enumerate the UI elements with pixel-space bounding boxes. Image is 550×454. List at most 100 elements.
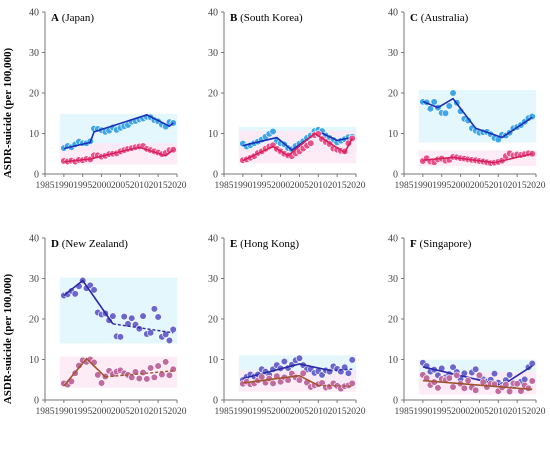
trend-line xyxy=(242,132,353,162)
data-point xyxy=(154,362,162,370)
x-tick-label: 2005 xyxy=(470,181,489,191)
x-tick-label: 1985 xyxy=(36,407,55,417)
data-point xyxy=(426,105,435,113)
y-tick-label: 40 xyxy=(29,234,39,245)
panel-title: B (South Korea) xyxy=(230,12,303,24)
data-point xyxy=(269,379,277,387)
data-point xyxy=(120,312,128,321)
trend-line xyxy=(422,379,533,391)
data-point xyxy=(528,359,536,368)
y-tick-label: 10 xyxy=(29,129,39,140)
y-tick-label: 40 xyxy=(208,8,218,19)
x-tick-label: 1985 xyxy=(36,181,55,191)
x-tick-label: 2005 xyxy=(470,407,489,417)
y-tick-label: 40 xyxy=(208,234,218,245)
data-point xyxy=(449,89,457,97)
panel-letter: D xyxy=(51,238,59,250)
data-point xyxy=(348,379,356,387)
data-point xyxy=(97,379,106,387)
x-tick-label: 2000 xyxy=(451,407,470,417)
y-tick-label: 40 xyxy=(29,8,39,19)
data-point xyxy=(464,376,472,385)
y-tick-label: 30 xyxy=(29,274,39,285)
y-tick-label: 0 xyxy=(213,170,218,181)
data-point xyxy=(165,336,174,345)
x-tick-label: 1995 xyxy=(73,181,92,191)
data-point xyxy=(150,305,158,313)
y-tick-label: 20 xyxy=(208,315,218,326)
y-tick-label: 10 xyxy=(388,355,398,366)
data-point xyxy=(299,369,307,377)
panel-country: (Australia) xyxy=(418,12,469,24)
data-point xyxy=(295,354,304,362)
y-tick-label: 30 xyxy=(388,48,398,59)
x-tick-label: 2020 xyxy=(527,407,546,417)
panel-letter: B xyxy=(230,12,238,24)
x-tick-label: 1985 xyxy=(215,181,234,191)
y-axis-title-bottom-text: ASDR-suicide (per 100,000) xyxy=(2,273,14,405)
data-point xyxy=(258,373,266,381)
data-point xyxy=(434,384,442,392)
data-point xyxy=(445,374,453,382)
data-point xyxy=(162,358,170,366)
data-point xyxy=(147,329,155,337)
x-tick-label: 1990 xyxy=(54,181,73,191)
x-tick-label: 2005 xyxy=(111,407,130,417)
panel-country: (New Zealand) xyxy=(59,238,128,250)
y-tick-label: 10 xyxy=(388,129,398,140)
panel-country: (Singapore) xyxy=(417,238,472,250)
y-tick-label: 0 xyxy=(34,170,39,181)
panel-letter: F xyxy=(410,238,417,250)
x-tick-label: 2020 xyxy=(168,181,187,191)
panel-a: 0 10 20 30 40 1985 1990 1995 2000 2005 2010 2015 202… xyxy=(29,8,187,192)
x-tick-label: 2015 xyxy=(328,407,347,417)
data-point xyxy=(135,325,143,333)
trend-line xyxy=(63,279,114,325)
x-tick-label: 2015 xyxy=(149,181,168,191)
data-point xyxy=(506,387,514,396)
x-tick-label: 2015 xyxy=(508,407,527,417)
data-point xyxy=(162,330,170,338)
x-tick-label: 1990 xyxy=(413,181,432,191)
data-point xyxy=(165,371,174,379)
data-point xyxy=(71,290,79,298)
y-tick-label: 10 xyxy=(208,355,218,366)
panel-title: D (New Zealand) xyxy=(51,238,128,250)
x-tick-label: 2000 xyxy=(271,407,290,417)
y-tick-label: 0 xyxy=(34,396,39,407)
y-tick-label: 30 xyxy=(208,274,218,285)
panel-c: 0 10 20 30 40 1985 1990 1995 2000 2005 2010 2015 202… xyxy=(388,8,546,192)
panel-d: 0 10 20 30 40 1985 1990 1995 2000 2005 2010 2015 202… xyxy=(29,234,187,418)
x-tick-label: 2010 xyxy=(309,181,328,191)
x-tick-label: 2015 xyxy=(508,181,527,191)
data-point xyxy=(453,371,461,379)
x-tick-label: 1995 xyxy=(432,181,451,191)
x-tick-label: 2020 xyxy=(347,181,366,191)
data-point xyxy=(307,139,315,147)
y-tick-label: 30 xyxy=(388,274,398,285)
trend-line xyxy=(63,114,174,150)
y-axis-title-top: ASDR-suicide (per 100,000) xyxy=(0,0,16,226)
x-tick-label: 1985 xyxy=(395,181,414,191)
data-point xyxy=(147,364,155,372)
x-tick-label: 2010 xyxy=(130,407,149,417)
data-point xyxy=(445,102,453,110)
y-tick-label: 20 xyxy=(29,89,39,100)
trend-line xyxy=(63,146,174,163)
data-point xyxy=(90,286,98,294)
data-point xyxy=(109,312,117,320)
panel-title: E (Hong Kong) xyxy=(230,238,299,250)
x-tick-label: 1990 xyxy=(233,407,252,417)
x-tick-label: 1990 xyxy=(54,407,73,417)
x-tick-label: 2010 xyxy=(489,181,508,191)
y-tick-label: 20 xyxy=(388,315,398,326)
x-tick-label: 2000 xyxy=(271,181,290,191)
data-point xyxy=(472,365,480,373)
data-point xyxy=(143,375,151,383)
panel-letter: A xyxy=(51,12,59,24)
data-point xyxy=(128,314,136,322)
data-point xyxy=(449,363,457,371)
y-axis-title-top-text: ASDR-suicide (per 100,000) xyxy=(2,47,14,179)
panel-letter: C xyxy=(410,12,418,24)
